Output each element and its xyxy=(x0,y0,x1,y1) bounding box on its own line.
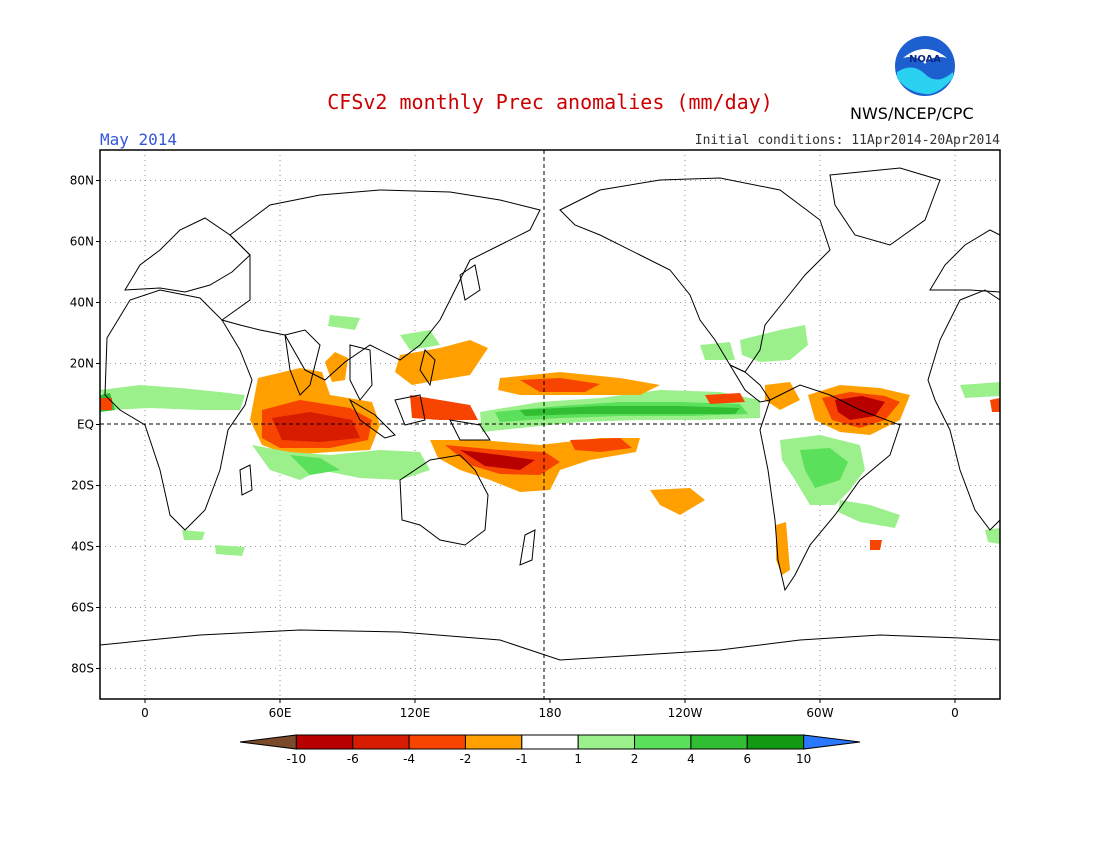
legend-swatch xyxy=(464,734,523,750)
lon-tick-label: 120E xyxy=(400,706,431,720)
latitude-axis: 80N 60N 40N 20N EQ 20S 40S 60S 80S xyxy=(70,174,100,676)
gulf-wet xyxy=(700,342,735,360)
chile-dry xyxy=(776,522,790,575)
indian-south-wet xyxy=(215,545,245,556)
noaa-logo-icon: NOAA xyxy=(895,36,955,96)
lon-tick-label: 180 xyxy=(539,706,562,720)
organization-label: NWS/NCEP/CPC xyxy=(850,104,974,123)
legend-tick-label: 6 xyxy=(743,752,751,766)
color-legend: -10 -6 -4 -2 -1 1 2 4 6 10 xyxy=(239,734,861,766)
north-america-coast xyxy=(559,177,831,373)
lat-tick-label: 80S xyxy=(71,662,94,676)
legend-tick-label: 2 xyxy=(631,752,639,766)
pacific-wet-core xyxy=(520,406,740,416)
legend-swatch xyxy=(746,734,805,750)
south-atlantic-wet xyxy=(838,500,900,528)
lat-tick-label: 60N xyxy=(70,235,94,249)
lon-tick-label: 120W xyxy=(668,706,703,720)
sumatra-coast xyxy=(348,398,396,439)
logo-text: NOAA xyxy=(909,54,941,65)
asia-coast xyxy=(220,189,541,381)
newzealand-coast xyxy=(519,529,536,566)
page-title: CFSv2 monthly Prec anomalies (mm/day) xyxy=(327,90,773,114)
coastlines xyxy=(100,167,1000,661)
sw-atlantic-wet xyxy=(985,528,1000,544)
maritime-dry xyxy=(410,395,478,420)
legend-swatch xyxy=(352,734,410,750)
atlantic-dry-core xyxy=(835,396,885,420)
south-indian-wet-2 xyxy=(290,455,340,475)
graticule xyxy=(100,150,1000,699)
spcz-dry-core xyxy=(460,450,535,470)
australia-coast xyxy=(399,454,489,546)
borneo-coast xyxy=(394,394,426,426)
legend-swatch xyxy=(239,734,297,750)
lat-tick-label: 60S xyxy=(71,601,94,615)
legend-swatch xyxy=(634,734,692,750)
itcz-north-dry-red xyxy=(520,378,600,392)
west-africa-atlantic-wet xyxy=(960,382,1000,398)
legend-tick-label: -2 xyxy=(459,752,471,766)
lon-tick-label: 0 xyxy=(141,706,149,720)
philippines-coast xyxy=(419,349,436,387)
madagascar-coast xyxy=(239,464,253,496)
japan-coast xyxy=(459,264,481,301)
forecast-period: May 2014 xyxy=(100,130,178,149)
legend-tick-label: -10 xyxy=(287,752,307,766)
lat-tick-label: 20S xyxy=(71,479,94,493)
legend-tick-label: -1 xyxy=(516,752,528,766)
se-asia-dry xyxy=(395,340,488,385)
south-africa-wet xyxy=(182,530,205,540)
lat-tick-label: 20N xyxy=(70,357,94,371)
legend-tick-label: 10 xyxy=(796,752,811,766)
longitude-axis: 0 60E 120E 180 120W 60W 0 xyxy=(141,699,959,720)
legend-swatch xyxy=(408,734,466,750)
lon-tick-label: 60E xyxy=(269,706,292,720)
lat-tick-label: EQ xyxy=(77,418,94,432)
antarctica-coast xyxy=(100,629,1000,661)
south-america-coast xyxy=(759,384,901,592)
south-america-wet-inner xyxy=(800,448,848,488)
greenland-coast xyxy=(829,167,941,246)
spcz-dry-east xyxy=(570,438,632,452)
africa-coast-repeat xyxy=(927,289,1000,531)
legend-tick-label: 4 xyxy=(687,752,695,766)
lat-tick-label: 40N xyxy=(70,296,94,310)
africa-wet-band xyxy=(100,385,245,410)
lat-tick-label: 80N xyxy=(70,174,94,188)
east-africa-dry xyxy=(100,398,112,410)
legend-swatch xyxy=(295,734,354,750)
lat-tick-label: 40S xyxy=(71,540,94,554)
philippine-wet xyxy=(400,330,440,350)
lon-tick-label: 0 xyxy=(951,706,959,720)
argentina-dry xyxy=(870,540,882,550)
indian-ocean-dry-core xyxy=(272,412,360,442)
lon-tick-label: 60W xyxy=(806,706,833,720)
east-pacific-dry xyxy=(705,393,745,404)
india-coast xyxy=(284,329,321,396)
legend-swatch xyxy=(690,734,748,750)
caribbean-wet xyxy=(740,325,808,362)
africa-coast xyxy=(104,289,253,531)
legend-tick-label: -6 xyxy=(347,752,359,766)
indochina-coast xyxy=(349,344,373,401)
newguinea-coast xyxy=(449,419,491,441)
south-indian-wet xyxy=(252,445,430,480)
legend-tick-label: 1 xyxy=(574,752,582,766)
legend-swatch xyxy=(521,734,579,750)
initial-conditions: Initial conditions: 11Apr2014-20Apr2014 xyxy=(694,133,1000,148)
west-africa-atlantic-dry xyxy=(990,398,1000,412)
legend-swatch xyxy=(577,734,636,750)
europe-coast-repeat xyxy=(929,229,1000,293)
legend-tick-label: -4 xyxy=(403,752,415,766)
arabian-wet xyxy=(328,315,360,330)
east-pacific-dry-2 xyxy=(650,488,705,515)
legend-swatch xyxy=(803,734,861,750)
